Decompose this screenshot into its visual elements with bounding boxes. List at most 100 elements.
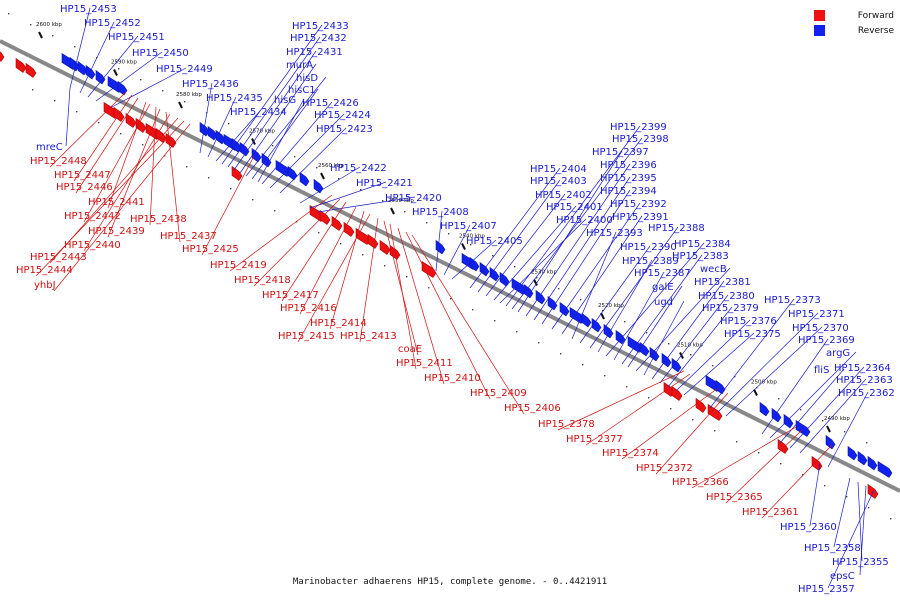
reverse-gene <box>251 147 262 163</box>
reverse-gene <box>603 323 614 339</box>
gene-label: HP15_2364 <box>834 363 891 374</box>
guide-dot <box>230 188 232 190</box>
reverse-gene <box>649 346 660 362</box>
forward-gene <box>777 438 789 454</box>
leader-line <box>809 462 821 527</box>
guide-dot <box>140 79 142 81</box>
gene-label: HP15_2384 <box>674 239 731 250</box>
guide-dot <box>74 46 76 48</box>
reverse-gene <box>847 445 858 461</box>
forward-gene <box>0 51 5 62</box>
guide-dot <box>32 89 34 91</box>
gene-label: HP15_2396 <box>600 160 657 171</box>
guide-dot <box>360 189 362 191</box>
leader-line <box>859 485 867 576</box>
guide-dot <box>186 166 188 168</box>
leader-line <box>691 426 797 489</box>
gene-label: HP15_2443 <box>30 252 87 263</box>
scale-tick <box>753 389 758 396</box>
gene-label: HP15_2417 <box>262 290 319 301</box>
gene-label: HP15_2363 <box>836 375 893 386</box>
scale-tick-label: 2490 kbp <box>824 416 850 422</box>
gene-label: HP15_2418 <box>234 275 291 286</box>
gene-label: HP15_2372 <box>636 463 693 474</box>
guide-dot <box>8 13 10 15</box>
gene-label: HP15_2416 <box>280 303 337 314</box>
leader-line <box>613 271 665 361</box>
gene-label: HP15_2437 <box>160 231 217 242</box>
leader-line <box>359 217 379 343</box>
leader-line <box>561 215 643 335</box>
leader-line <box>511 137 643 310</box>
leader-line <box>525 163 631 317</box>
forward-gene <box>25 62 37 78</box>
gene-label: epsC <box>830 571 855 582</box>
scale-tick-label: 2580 kbp <box>176 92 202 98</box>
leader-line <box>215 110 261 162</box>
gene-label: HP15_2374 <box>602 448 659 459</box>
gene-label: HP15_2395 <box>600 173 657 184</box>
guide-dot <box>624 321 626 323</box>
leader-line <box>655 392 729 475</box>
gene-label: HP15_2358 <box>804 543 861 554</box>
gene-label: HP15_2446 <box>56 182 113 193</box>
scale-tick <box>533 279 538 286</box>
guide-dot <box>252 199 254 201</box>
guide-dot <box>228 123 230 125</box>
leader-line <box>207 96 237 158</box>
gene-label: HP15_2391 <box>612 212 669 223</box>
leader-line <box>383 220 419 356</box>
leader-line <box>451 239 497 280</box>
forward-gene <box>231 165 243 181</box>
guide-dot <box>736 441 738 443</box>
leader-line <box>245 76 327 177</box>
guide-dot <box>824 485 826 487</box>
reverse-gene <box>199 121 210 137</box>
gene-label: HP15_2423 <box>316 124 373 135</box>
leader-line <box>635 267 731 372</box>
gene-label: HP15_2387 <box>634 268 691 279</box>
reverse-gene <box>661 352 672 368</box>
strand-legend: Forward Reverse <box>814 8 894 38</box>
map-caption: Marinobacter adhaerens HP15, complete ge… <box>292 577 608 587</box>
guide-dot <box>338 178 340 180</box>
gene-label: HP15_2392 <box>610 199 667 210</box>
leader-line <box>279 127 347 194</box>
forward-gene <box>379 239 391 255</box>
leader-line <box>435 210 443 272</box>
guide-dot <box>120 133 122 135</box>
gene-label: HP15_2439 <box>88 226 145 237</box>
gene-label: HP15_2393 <box>586 228 643 239</box>
guide-dot <box>868 507 870 509</box>
leader-line <box>505 125 641 307</box>
guide-dot <box>316 167 318 169</box>
gene-label: HP15_2433 <box>292 21 349 32</box>
leader-line <box>493 205 577 301</box>
guide-dot <box>362 254 364 256</box>
gene-label: HP15_2373 <box>764 295 821 306</box>
gene-label: mreC <box>36 142 63 153</box>
forward-gene <box>421 260 437 278</box>
guide-dot <box>690 354 692 356</box>
reverse-gene <box>435 239 446 255</box>
reverse-gene <box>69 56 80 72</box>
gene-label: HP15_2436 <box>182 79 239 90</box>
guide-dot <box>822 420 824 422</box>
gene-label: HP15_2370 <box>792 323 849 334</box>
gene-label: HP15_2357 <box>798 584 855 595</box>
guide-dot <box>164 155 166 157</box>
forward-gene <box>343 221 355 237</box>
guide-dot <box>470 244 472 246</box>
guide-dot <box>668 343 670 345</box>
scale-tick-label: 2600 kbp <box>36 22 62 28</box>
scale-tick-label: 2520 kbp <box>598 303 624 309</box>
gene-label: HP15_2426 <box>302 98 359 109</box>
guide-dot <box>54 100 56 102</box>
forward-gene <box>15 57 27 73</box>
guide-dot <box>890 518 892 520</box>
guide-dot <box>406 276 408 278</box>
reverse-gene <box>523 283 534 299</box>
forward-gene <box>331 215 343 231</box>
gene-label: HP15_2444 <box>16 265 73 276</box>
